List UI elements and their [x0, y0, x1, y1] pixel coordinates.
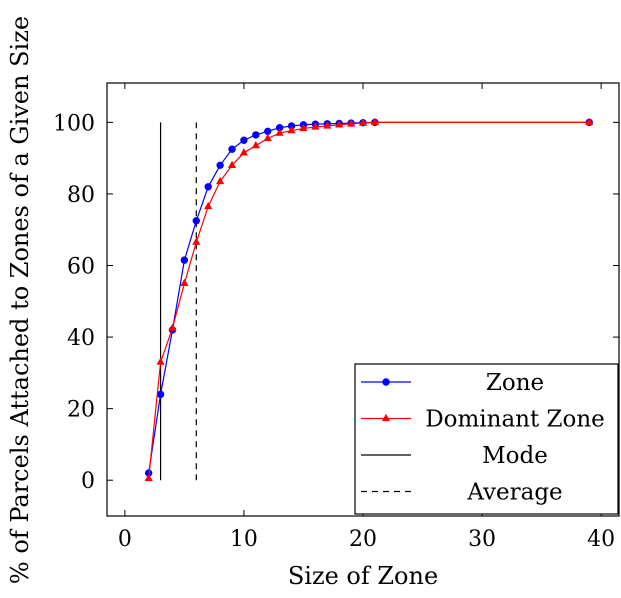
x-axis-label: Size of Zone — [288, 562, 438, 590]
dominant-zone-point — [251, 141, 260, 149]
zone-point — [216, 161, 224, 170]
dominant-zone-point — [168, 323, 177, 331]
dominant-zone-point — [585, 117, 594, 126]
dominant-zone-point — [144, 473, 153, 482]
dominant-zone-point — [287, 125, 296, 134]
dominant-zone-point — [180, 278, 189, 287]
x-tick-label: 10 — [230, 527, 258, 552]
zone-point — [180, 256, 189, 264]
dominant-zone-point — [216, 176, 225, 185]
legend-zone-label: Zone — [486, 370, 544, 396]
y-axis-label: % of Parcels Attached to Zones of a Give… — [6, 16, 34, 584]
dominant-zone-point — [335, 120, 344, 128]
legend-dominant-zone-marker — [381, 413, 391, 422]
y-tick-label: 0 — [81, 469, 95, 494]
x-tick-label: 20 — [349, 527, 377, 552]
dominant-zone-point — [275, 128, 284, 136]
dominant-zone-point — [323, 121, 332, 129]
y-tick-label: 40 — [67, 326, 95, 351]
legend-zone-marker — [382, 378, 390, 386]
y-tick-label: 60 — [67, 255, 95, 280]
zone-point — [252, 131, 260, 139]
dominant-zone-point — [156, 357, 165, 365]
zone-point — [192, 217, 201, 225]
legend-dominant-zone-label: Dominant Zone — [425, 407, 605, 433]
y-tick-label: 20 — [67, 398, 95, 423]
dominant-zone-point — [204, 201, 213, 210]
dominant-zone-point — [370, 117, 380, 126]
dominant-zone-point — [239, 148, 249, 156]
plot-content — [144, 117, 594, 482]
dominant-zone-point — [311, 122, 320, 130]
x-tick-label: 0 — [118, 527, 132, 552]
legend-box — [354, 363, 619, 515]
zone-point — [156, 390, 165, 399]
zone-point — [228, 145, 236, 153]
y-tick-label: 100 — [53, 111, 95, 136]
x-tick-label: 40 — [587, 527, 615, 552]
axis-ticks: 0 10 20 30 40 0 20 40 60 80 100 — [53, 83, 619, 552]
x-tick-label: 30 — [468, 527, 496, 552]
legend: Zone Dominant Zone Mode Average — [354, 363, 619, 515]
dominant-zone-point — [346, 119, 356, 127]
dominant-zone-point — [358, 118, 368, 126]
zone-point — [264, 127, 272, 136]
dominant-zone-point — [192, 237, 201, 245]
dominant-zone-point — [299, 123, 308, 132]
dominant-zone-point — [227, 160, 237, 168]
zone-point — [240, 136, 248, 144]
y-tick-label: 80 — [67, 183, 95, 208]
zone-point — [204, 183, 212, 191]
legend-average-label: Average — [466, 480, 562, 506]
legend-mode-label: Mode — [482, 443, 548, 469]
dominant-zone-point — [263, 133, 272, 142]
